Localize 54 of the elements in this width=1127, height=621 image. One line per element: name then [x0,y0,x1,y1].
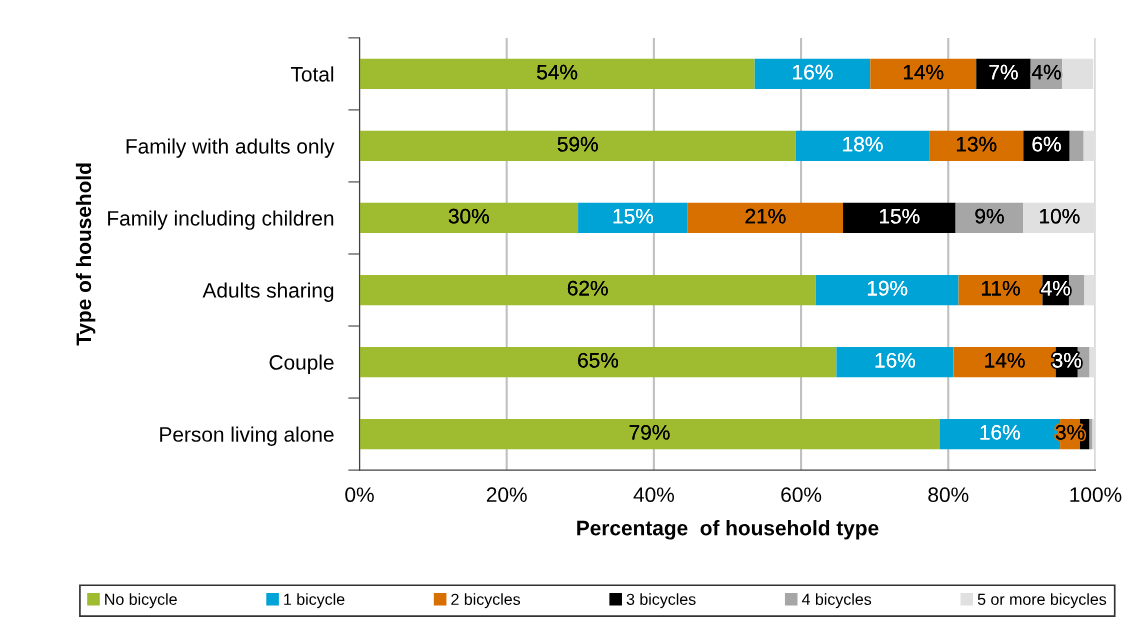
data-label: 16% [875,352,916,368]
data-label: 15% [880,208,920,224]
data-label: 30% [448,208,489,224]
data-label: 59% [557,136,598,152]
x-tick-label: 40% [633,487,674,503]
bar [359,346,837,378]
data-label: 65% [578,352,619,368]
x-tick-label: 0% [345,487,374,503]
y-tick-label: Person living alone [160,426,334,446]
data-label: 19% [867,280,908,296]
y-tick-label: Couple [269,354,334,374]
y-tick-label: Adults sharing [202,282,334,302]
y-tick-label: Family with adults only [126,138,335,158]
x-tick-label: 20% [486,487,527,503]
legend-label: 2 bicycles [451,593,521,609]
bar [359,418,940,450]
bar [1084,274,1095,306]
bar [359,274,816,306]
bar [1068,274,1085,306]
bar [1069,130,1084,162]
bar [359,58,755,90]
legend-label: 4 bicycles [801,593,872,609]
legend-label: 5 or more bicycles [977,593,1107,609]
data-label: 16% [980,424,1020,440]
data-label: 54% [537,64,578,80]
legend-label: 1 bicycle [284,593,345,609]
bar [359,202,579,234]
data-label: 10% [1040,208,1080,224]
bar [359,130,796,162]
data-label: 9% [975,208,1004,224]
x-tick-label: 100% [1070,487,1122,503]
data-label: 15% [613,208,654,224]
y-axis-title: Type of household [75,163,96,346]
bar [1083,130,1096,162]
x-tick-label: 80% [928,487,969,503]
data-label: 7% [989,64,1018,80]
data-label: 18% [843,136,883,152]
legend-label: No bicycle [105,593,177,609]
data-label: 21% [745,208,786,224]
y-tick-label: Total [290,66,334,82]
legend-label: 3 bicycles [626,593,696,609]
x-tick-label: 60% [781,487,822,503]
data-label: 79% [629,424,670,440]
data-label: 11% [982,280,1020,296]
data-label: 14% [903,64,944,80]
data-label: 16% [793,64,833,80]
data-label: 13% [956,136,997,152]
data-label: 4% [1031,64,1061,80]
y-tick-label: Family including children [108,210,334,230]
data-label: 6% [1032,136,1061,152]
data-label: 14% [985,352,1025,368]
x-axis-title: Percentage of household type [577,520,879,540]
data-label: 62% [567,280,608,296]
bar [1062,58,1094,90]
